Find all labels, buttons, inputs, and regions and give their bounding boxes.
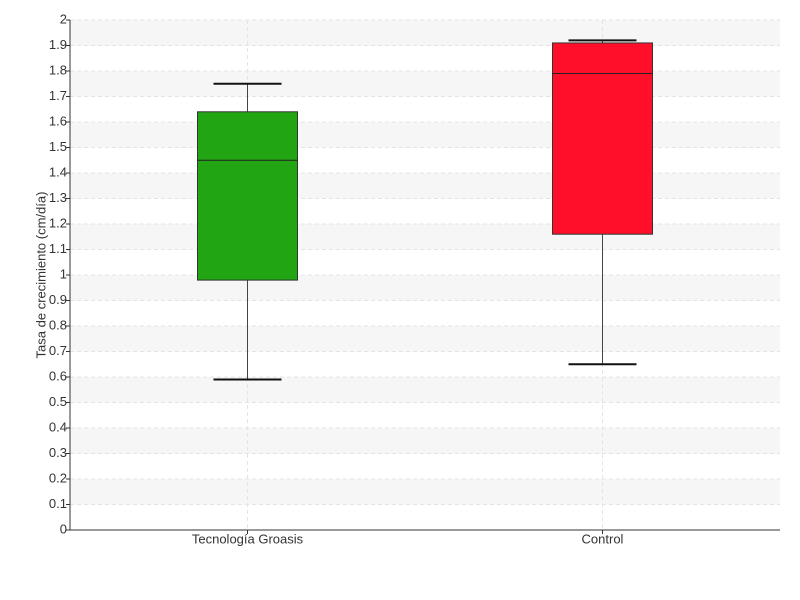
grid-band bbox=[70, 377, 780, 403]
grid-band bbox=[70, 224, 780, 250]
y-tick-label: 1.9 bbox=[49, 37, 67, 52]
grid-band bbox=[70, 173, 780, 199]
y-tick-label: 0.3 bbox=[49, 445, 67, 460]
y-tick-label: 2 bbox=[60, 11, 67, 26]
y-tick-label: 0.2 bbox=[49, 470, 67, 485]
y-tick-label: 0.6 bbox=[49, 368, 67, 383]
y-tick-label: 1.7 bbox=[49, 88, 67, 103]
y-tick-label: 1.2 bbox=[49, 215, 67, 230]
grid-band bbox=[70, 71, 780, 97]
y-tick-label: 1.8 bbox=[49, 62, 67, 77]
y-axis-title: Tasa de crecimiento (cm/día) bbox=[33, 192, 48, 359]
y-tick-label: 1.5 bbox=[49, 139, 67, 154]
x-tick-label: Tecnología Groasis bbox=[192, 531, 304, 546]
box bbox=[197, 111, 298, 281]
y-tick-label: 0.1 bbox=[49, 496, 67, 511]
y-tick-label: 1.6 bbox=[49, 113, 67, 128]
y-tick-label: 1.3 bbox=[49, 190, 67, 205]
x-tick-label: Control bbox=[582, 531, 624, 546]
y-tick-label: 0.7 bbox=[49, 343, 67, 358]
grid-band bbox=[70, 326, 780, 352]
y-tick-label: 0.9 bbox=[49, 292, 67, 307]
grid-band bbox=[70, 479, 780, 505]
grid-band bbox=[70, 122, 780, 148]
y-tick-label: 0.5 bbox=[49, 394, 67, 409]
y-tick-label: 0 bbox=[60, 521, 67, 536]
box bbox=[552, 42, 653, 235]
y-tick-label: 1 bbox=[60, 266, 67, 281]
y-tick-label: 0.8 bbox=[49, 317, 67, 332]
grid-band bbox=[70, 275, 780, 301]
y-tick-label: 1.1 bbox=[49, 241, 67, 256]
y-tick-label: 1.4 bbox=[49, 164, 67, 179]
y-tick-label: 0.4 bbox=[49, 419, 67, 434]
grid-band bbox=[70, 428, 780, 454]
grid-band bbox=[70, 20, 780, 46]
